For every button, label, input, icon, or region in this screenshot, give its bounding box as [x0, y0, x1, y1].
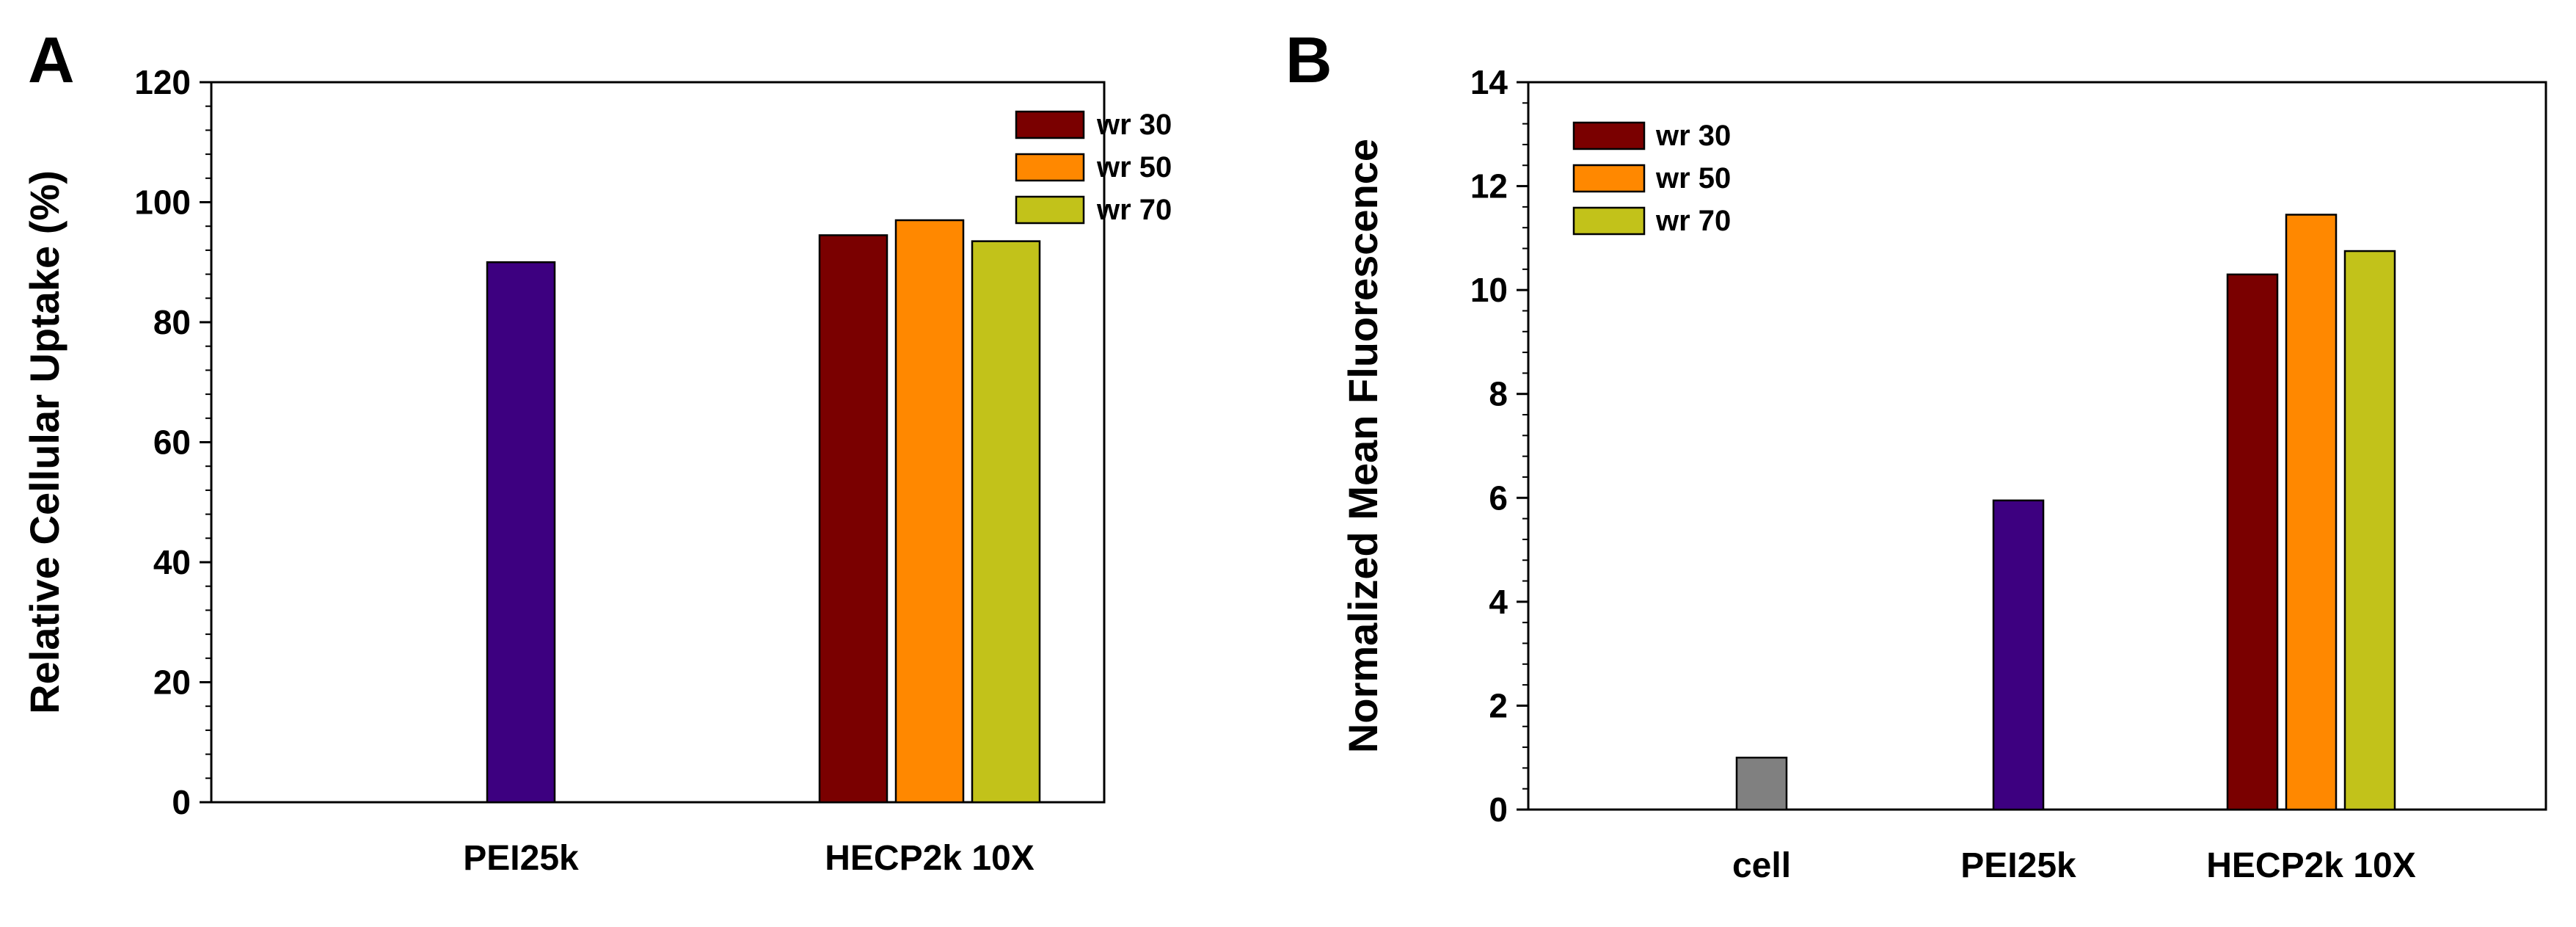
- category-label: HECP2k 10X: [2206, 846, 2416, 885]
- y-tick-label: 8: [1489, 375, 1508, 413]
- bar-wr-30: [2226, 273, 2279, 811]
- category-label: HECP2k 10X: [825, 839, 1035, 878]
- y-tick-label: 80: [153, 303, 191, 341]
- y-tick-label: 6: [1489, 479, 1508, 517]
- bar-pei25k: [486, 261, 556, 804]
- panel-letter: B: [1285, 23, 1332, 96]
- bar-wr-70: [2343, 250, 2396, 811]
- y-axis-title: Relative Cellular Uptake (%): [21, 170, 67, 714]
- category-label: PEI25k: [1960, 846, 2076, 885]
- legend-swatch: [1572, 164, 1646, 193]
- bar-wr-50: [894, 219, 965, 804]
- legend-label: wr 50: [1096, 151, 1172, 183]
- bar-cell: [1735, 756, 1788, 811]
- legend-swatch: [1572, 206, 1646, 236]
- bar-wr-30: [818, 234, 889, 804]
- legend-swatch: [1015, 110, 1085, 139]
- category-label: cell: [1732, 846, 1791, 885]
- panel-b: B 0 2 4 6 8 10 12 14 Normalized Mean Fluorescence…: [1285, 23, 2547, 885]
- legend-label: wr 70: [1096, 194, 1172, 226]
- y-axis-title: Normalized Mean Fluorescence: [1340, 139, 1386, 753]
- legend-label: wr 30: [1096, 109, 1172, 141]
- bar-wr-50: [2285, 214, 2338, 811]
- bar-wr-70: [971, 240, 1041, 804]
- legend-swatch: [1015, 153, 1085, 182]
- panel-a: A 0 20 40 60 80 100 120 Relative Cellular Uptake…: [21, 23, 1172, 878]
- y-tick-label: 0: [1489, 790, 1508, 829]
- panel-letter: A: [28, 23, 75, 96]
- legend-swatch: [1015, 195, 1085, 225]
- y-tick-label: 40: [153, 543, 191, 581]
- bar-pei25k: [1992, 499, 2045, 811]
- y-tick-label: 120: [134, 63, 191, 101]
- legend-label: wr 30: [1655, 120, 1731, 152]
- y-tick-label: 60: [153, 423, 191, 462]
- plot-frame: [210, 81, 1106, 804]
- legend-label: wr 50: [1655, 162, 1731, 195]
- y-tick-label: 4: [1489, 583, 1508, 621]
- y-tick-label: 2: [1489, 686, 1508, 724]
- legend-label: wr 70: [1655, 205, 1731, 237]
- category-label: PEI25k: [463, 839, 579, 878]
- legend-swatch: [1572, 121, 1646, 150]
- y-tick-label: 20: [153, 664, 191, 702]
- y-tick-label: 14: [1470, 63, 1508, 101]
- y-tick-label: 12: [1470, 167, 1508, 206]
- y-tick-label: 100: [134, 183, 191, 222]
- y-tick-label: 10: [1470, 271, 1508, 309]
- y-tick-label: 0: [172, 783, 191, 821]
